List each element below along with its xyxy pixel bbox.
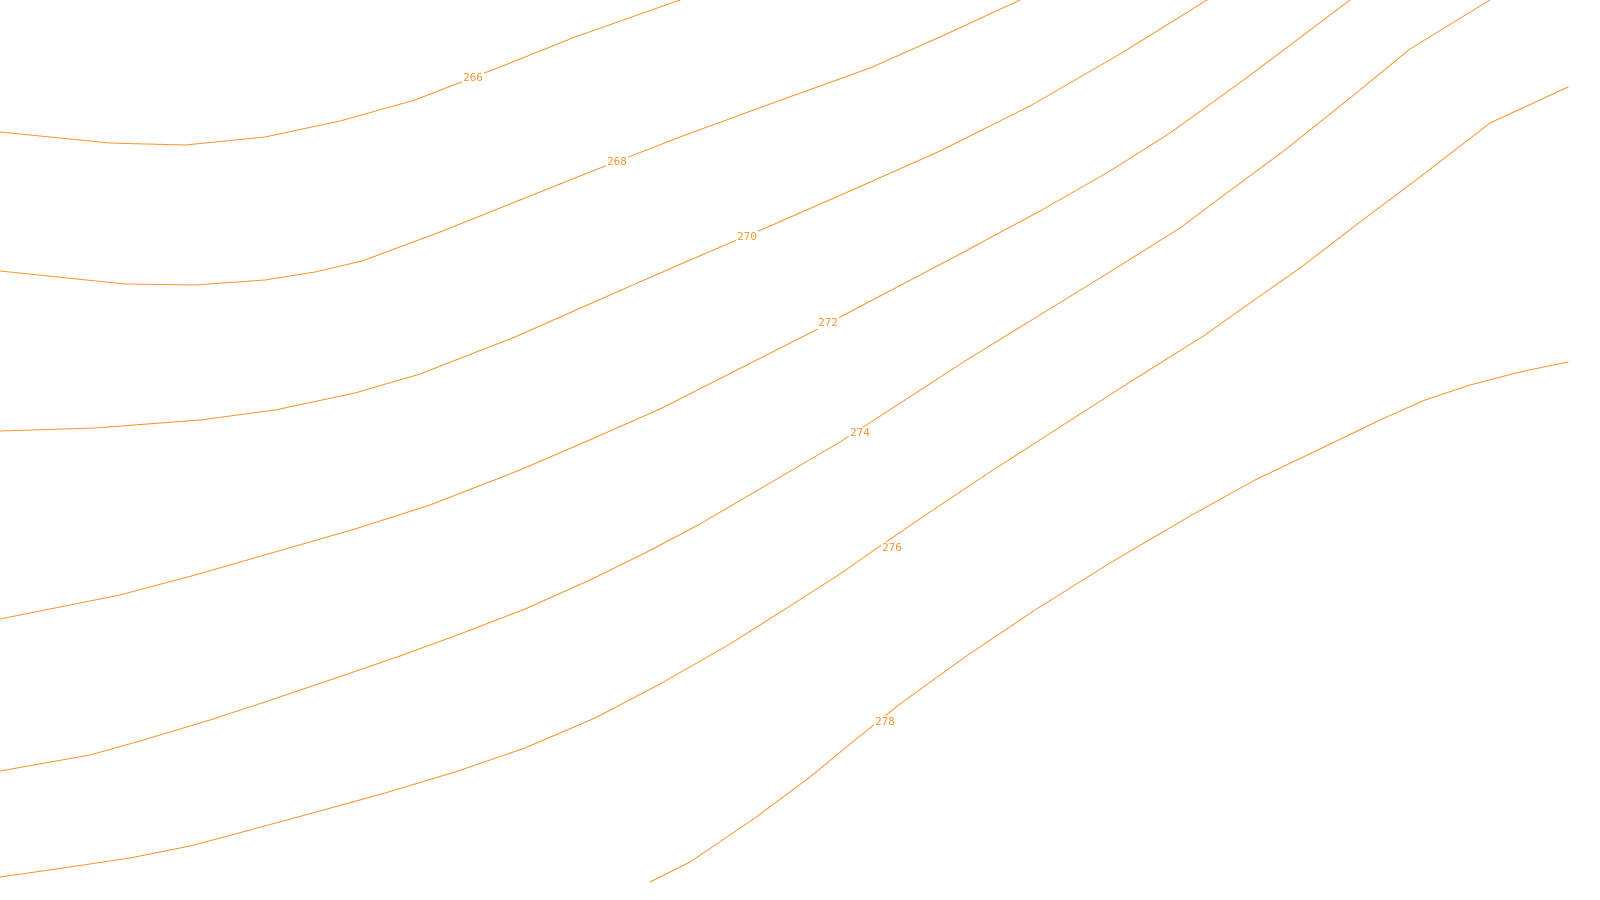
contour-lines — [0, 0, 1569, 883]
contour-label-268: 268 — [607, 155, 627, 168]
contour-label-halo — [462, 72, 484, 84]
contour-line-270 — [0, 0, 1208, 432]
contour-label-halo — [817, 317, 839, 329]
contour-label-halo — [736, 231, 758, 243]
contour-label-270: 270 — [737, 230, 757, 243]
contour-line-266 — [0, 0, 681, 146]
contour-label-halo — [874, 716, 896, 728]
contour-line-278 — [649, 361, 1569, 883]
contour-line-272 — [0, 0, 1351, 620]
contour-label-halo — [606, 156, 628, 168]
contour-line-276 — [0, 86, 1569, 878]
contour-label-272: 272 — [818, 316, 838, 329]
contour-line-274 — [0, 0, 1491, 772]
contour-line-268 — [0, 0, 1021, 286]
contour-label-274: 274 — [850, 426, 870, 439]
contour-label-halo — [849, 427, 871, 439]
contour-label-276: 276 — [882, 541, 902, 554]
contour-labels: 266 268 270 272 274 276 278 — [462, 71, 903, 728]
contour-label-halo — [881, 542, 903, 554]
contour-label-266: 266 — [463, 71, 483, 84]
contour-label-278: 278 — [875, 715, 895, 728]
